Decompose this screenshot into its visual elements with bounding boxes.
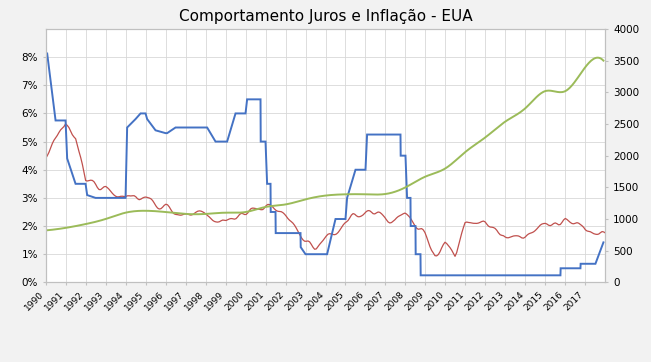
Title: Comportamento Juros e Inflação - EUA: Comportamento Juros e Inflação - EUA [178, 9, 473, 24]
CPI CORE [48, 142, 56, 146]
CPI CORE [210, 219, 218, 224]
Line: CPI CORE: CPI CORE [46, 124, 605, 256]
CPI CORE [510, 234, 518, 238]
FED FUND [303, 252, 311, 256]
M1 [42, 228, 49, 233]
FED FUND [42, 51, 49, 56]
CPI CORE [602, 231, 609, 235]
CPI CORE [42, 156, 49, 161]
CPI CORE [167, 207, 175, 212]
CPI CORE [62, 122, 70, 126]
FED FUND [72, 182, 79, 186]
Line: FED FUND: FED FUND [46, 54, 603, 275]
M1 [600, 58, 607, 63]
CPI CORE [451, 254, 459, 258]
CPI CORE [503, 236, 511, 240]
M1 [499, 121, 506, 126]
CPI CORE [357, 214, 365, 218]
FED FUND [396, 153, 404, 158]
FED FUND [123, 125, 131, 130]
M1 [374, 192, 381, 197]
M1 [307, 196, 314, 200]
M1 [594, 55, 602, 60]
M1 [310, 195, 318, 199]
M1 [344, 192, 352, 197]
FED FUND [600, 240, 607, 245]
Line: M1: M1 [46, 58, 603, 231]
FED FUND [372, 132, 380, 137]
M1 [586, 59, 594, 64]
FED FUND [152, 128, 159, 132]
FED FUND [417, 273, 424, 278]
